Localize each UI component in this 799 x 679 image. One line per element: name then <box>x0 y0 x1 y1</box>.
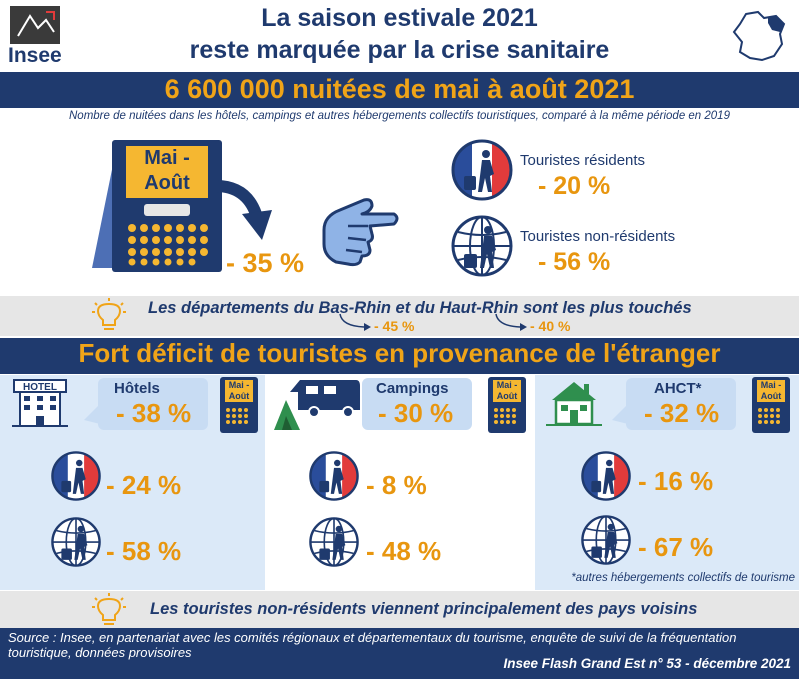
camping-van-tent-icon <box>270 376 362 432</box>
hotels-title: Hôtels <box>114 380 160 397</box>
page-title-line1: La saison estivale 2021 <box>261 4 538 32</box>
house-icon <box>546 378 602 428</box>
nonresidents-label: Touristes non-résidents <box>520 228 676 245</box>
ahct-bubble-tail <box>612 404 628 424</box>
calendar-label-line1: Mai - <box>144 147 190 169</box>
insee-logo-text: Insee <box>8 44 62 67</box>
mini-calendar-label-line2: Août <box>228 391 250 401</box>
hotels-residents-flag-icon <box>50 450 102 502</box>
source-text: Source : Insee, en partenariat avec les … <box>8 630 737 660</box>
campings-nonresidents-pct: - 48 % <box>366 536 442 566</box>
french-flag-traveller-icon <box>450 138 514 202</box>
bas-rhin-arrow-icon <box>338 312 372 332</box>
calendar-dots <box>126 222 210 266</box>
mini-calendar-label-line2: Août <box>496 391 518 401</box>
section-title: Fort déficit de touristes en provenance … <box>78 338 721 368</box>
campings-residents-pct: - 8 % <box>366 470 427 500</box>
campings-bubble <box>362 378 472 430</box>
campings-title: Campings <box>376 380 449 397</box>
calendar-stand-icon <box>92 140 118 270</box>
hotel-sign-text: HOTEL <box>23 382 57 393</box>
ahct-mini-calendar-icon: Mai - Août <box>752 377 790 433</box>
hotels-nonresidents-globe-icon <box>50 516 102 568</box>
mini-calendar-label-line1: Mai - <box>760 380 782 390</box>
neighbours-band <box>0 591 799 628</box>
calendar-screen <box>144 204 190 216</box>
hotels-nonresidents-pct: - 58 % <box>106 536 182 566</box>
hotels-bubble <box>98 378 208 430</box>
mini-calendar-label-line1: Mai - <box>228 380 250 390</box>
headline-banner <box>0 72 799 108</box>
haut-rhin-pct: - 40 % <box>530 318 571 334</box>
headline-text: 6 600 000 nuitées de mai à août 2021 <box>164 74 635 104</box>
residents-pct: - 20 % <box>538 172 611 200</box>
ahct-residents-pct: - 16 % <box>638 466 714 496</box>
publication-reference: Insee Flash Grand Est n° 53 - décembre 2… <box>503 656 791 671</box>
mini-calendar-label-line2: Août <box>760 391 782 401</box>
hotels-total-pct: - 38 % <box>116 398 192 428</box>
campings-mini-calendar-icon: Mai - Août <box>488 377 526 433</box>
hotels-mini-calendar-icon: Mai - Août <box>220 377 258 433</box>
section-band <box>0 338 799 374</box>
lightbulb-icon <box>92 298 126 334</box>
down-arrow-icon <box>212 180 274 246</box>
calendar-icon: Mai - Août <box>112 140 222 272</box>
departments-text: Les départements du Bas-Rhin et du Haut-… <box>148 299 692 317</box>
hotels-residents-pct: - 24 % <box>106 470 182 500</box>
france-map-icon <box>728 8 790 64</box>
ahct-nonresidents-pct: - 67 % <box>638 532 714 562</box>
campings-residents-flag-icon <box>308 450 360 502</box>
footer <box>0 628 799 679</box>
campings-total-pct: - 30 % <box>378 398 454 428</box>
neighbours-text: Les touristes non-résidents viennent pri… <box>150 600 698 618</box>
ahct-residents-flag-icon <box>580 450 632 502</box>
pointing-hand-icon <box>318 196 400 270</box>
globe-traveller-icon <box>450 214 514 278</box>
insee-logo-mark <box>10 6 60 44</box>
nonresidents-pct: - 56 % <box>538 248 611 276</box>
departments-band <box>0 296 799 336</box>
ahct-total-pct: - 32 % <box>644 398 720 428</box>
ahct-footnote: *autres hébergements collectifs de touri… <box>571 572 795 584</box>
ahct-nonresidents-globe-icon <box>580 514 632 566</box>
total-nights-pct: - 35 % <box>226 248 305 278</box>
headline-subtitle: Nombre de nuitées dans les hôtels, campi… <box>69 110 730 122</box>
lightbulb-icon <box>92 593 126 629</box>
hotels-bubble-tail <box>84 404 100 424</box>
ahct-bubble <box>626 378 736 430</box>
ahct-title: AHCT* <box>654 380 702 397</box>
hotel-building-icon: HOTEL <box>12 378 68 428</box>
haut-rhin-arrow-icon <box>494 312 528 332</box>
bas-rhin-pct: - 45 % <box>374 318 415 334</box>
page-title-line2: reste marquée par la crise sanitaire <box>189 36 610 64</box>
mini-calendar-label-line1: Mai - <box>496 380 518 390</box>
residents-label: Touristes résidents <box>520 152 646 169</box>
campings-nonresidents-globe-icon <box>308 516 360 568</box>
calendar-label-line2: Août <box>144 172 190 194</box>
